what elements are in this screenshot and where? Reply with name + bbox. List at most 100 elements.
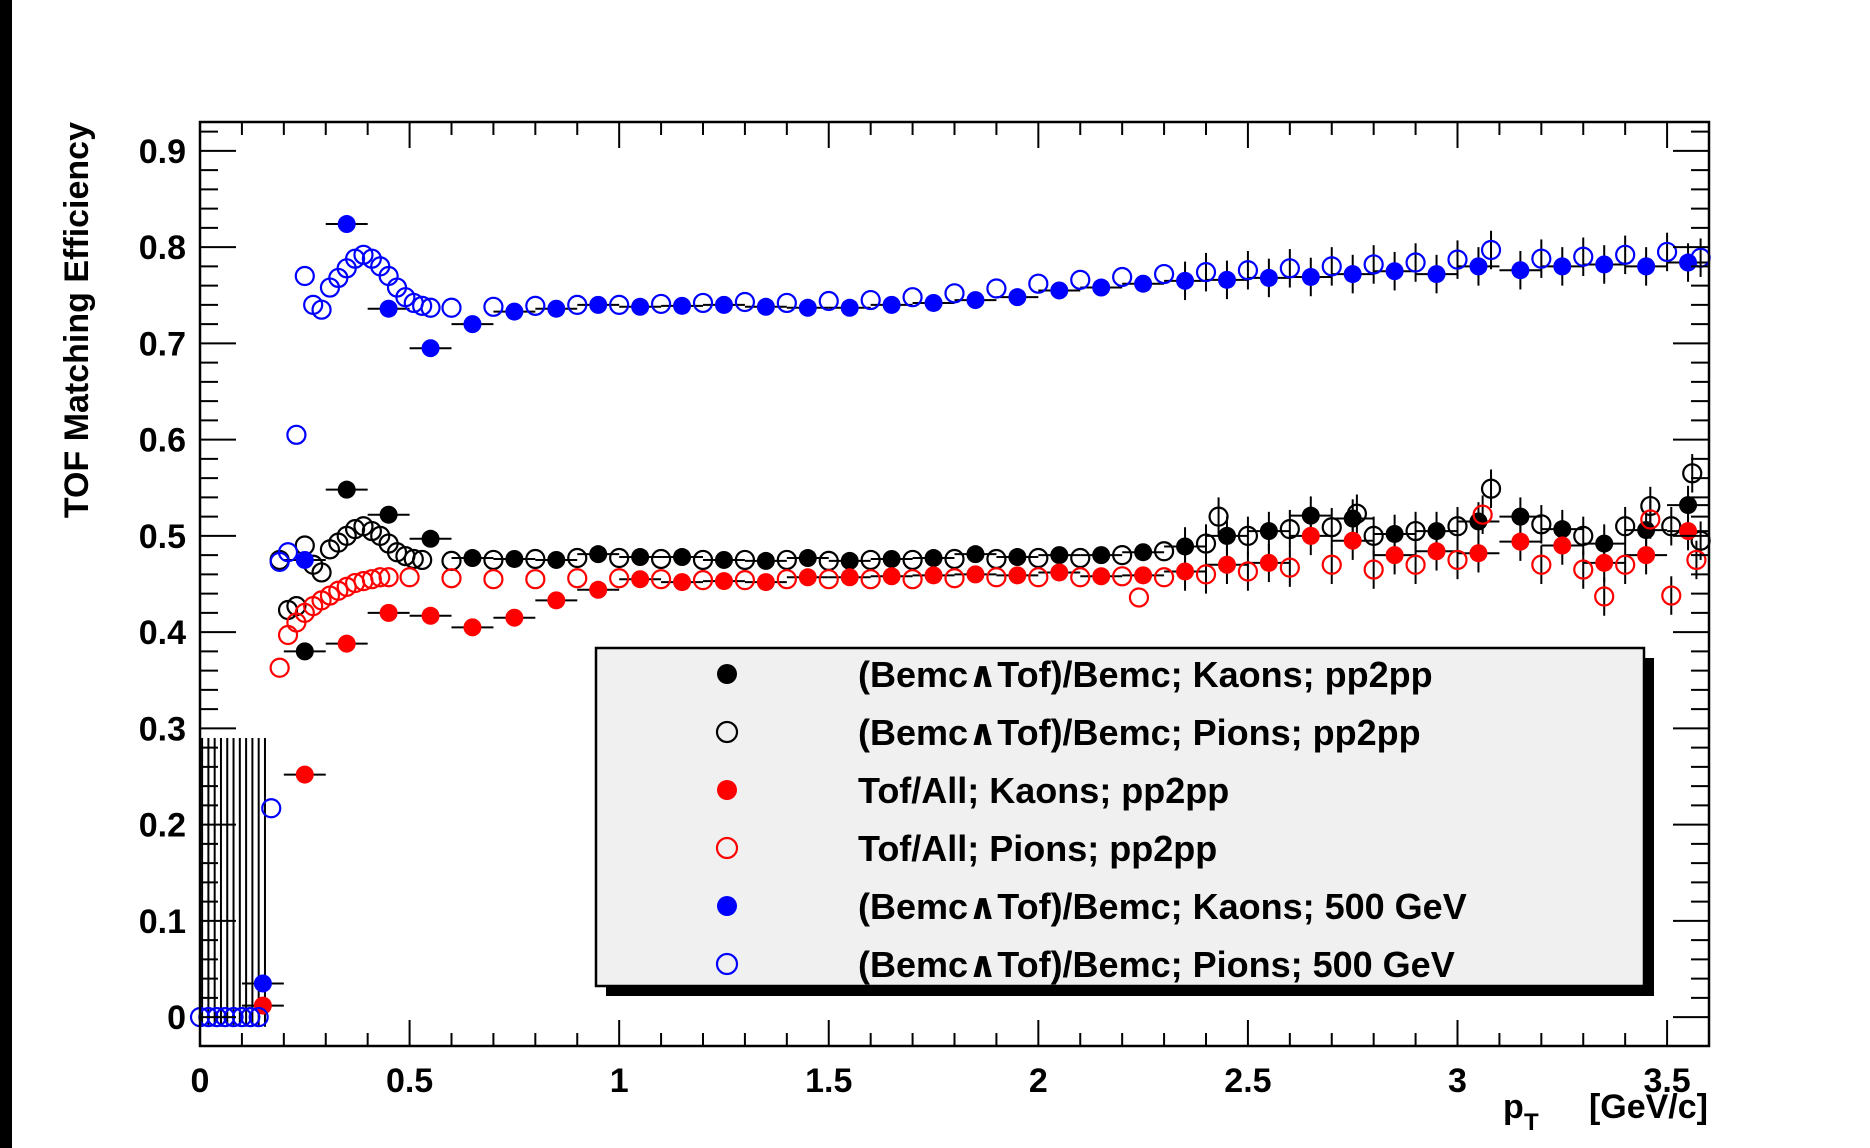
data-point-series-5 — [1447, 249, 1468, 270]
legend-marker — [715, 952, 739, 976]
data-point-series-2 — [1595, 553, 1614, 572]
data-point-series-3 — [1363, 559, 1384, 580]
data-point-series-4 — [631, 297, 650, 316]
data-point-series-5 — [1480, 239, 1502, 261]
data-point-series-2 — [1259, 553, 1278, 572]
data-point-series-4 — [1343, 265, 1362, 284]
data-point-series-3 — [1321, 554, 1342, 575]
data-point-series-4 — [798, 298, 817, 317]
data-point-series-3 — [1573, 559, 1594, 580]
data-point-series-3 — [1640, 509, 1661, 530]
data-point-series-3 — [1661, 585, 1682, 606]
legend: (Bemc∧Tof)/Bemc; Kaons; pp2pp (Bemc∧Tof)/… — [594, 646, 1654, 996]
data-point-series-3 — [269, 657, 290, 678]
data-point-series-2 — [673, 573, 692, 592]
data-point-series-2 — [966, 565, 985, 584]
data-point-series-3 — [860, 569, 881, 590]
data-point-series-1 — [1405, 520, 1426, 542]
data-point-series-1 — [525, 548, 546, 570]
x-axis-title-unit: [GeV/c] — [1589, 1088, 1708, 1126]
data-point-series-2 — [1679, 522, 1698, 541]
x-axis-title-p: p — [1503, 1088, 1524, 1126]
data-point-series-0 — [1176, 537, 1195, 556]
data-point-series-4 — [1385, 262, 1404, 281]
data-point-series-5 — [1615, 244, 1636, 265]
data-point-series-3 — [1531, 554, 1552, 575]
data-point-series-0 — [1427, 522, 1446, 541]
data-point-series-5 — [986, 278, 1007, 299]
data-point-series-3 — [1237, 561, 1259, 582]
data-point-series-5 — [483, 296, 504, 317]
data-point-series-1 — [1640, 495, 1661, 517]
data-point-series-1 — [1531, 514, 1552, 535]
data-point-series-2 — [253, 996, 272, 1015]
data-point-series-0 — [673, 548, 692, 567]
data-point-series-2 — [1134, 566, 1153, 585]
data-point-series-2 — [1469, 544, 1488, 563]
data-point-series-1 — [441, 550, 462, 572]
data-point-series-5 — [294, 265, 315, 287]
data-point-series-1 — [1279, 519, 1300, 540]
data-point-series-2 — [1343, 531, 1362, 550]
x-tick-label: 3 — [1448, 1062, 1467, 1100]
data-point-series-0 — [1050, 546, 1069, 565]
data-point-series-1 — [1195, 533, 1217, 554]
data-point-series-1 — [1153, 541, 1175, 562]
data-point-series-1 — [1028, 547, 1049, 569]
data-point-series-5 — [1405, 252, 1426, 273]
data-point-series-2 — [1050, 563, 1069, 582]
data-point-series-4 — [1217, 270, 1236, 289]
data-point-series-2 — [1553, 536, 1572, 555]
data-point-series-3 — [734, 570, 756, 591]
x-tick-label: 3.5 — [1643, 1062, 1690, 1100]
data-point-series-2 — [589, 580, 608, 599]
data-point-series-2 — [505, 608, 524, 627]
legend-marker — [715, 836, 739, 860]
y-tick-label: 0.6 — [139, 422, 186, 460]
data-point-series-5 — [286, 424, 307, 445]
data-point-series-2 — [924, 566, 943, 585]
y-tick-label: 0.4 — [139, 614, 186, 652]
data-point-series-0 — [1134, 543, 1153, 562]
data-point-series-1 — [1682, 463, 1703, 484]
data-point-series-4 — [463, 315, 482, 334]
data-point-series-3 — [692, 570, 714, 591]
y-tick-label: 0.7 — [139, 325, 186, 363]
data-point-series-4 — [1595, 255, 1614, 274]
data-point-series-1 — [403, 548, 424, 570]
data-point-series-3 — [483, 569, 504, 590]
data-point-series-5 — [311, 299, 332, 320]
data-point-series-1 — [1070, 547, 1091, 569]
x-tick-label: 0 — [191, 1062, 210, 1100]
data-point-series-3 — [378, 567, 399, 588]
data-point-series-2 — [295, 765, 314, 784]
y-axis-title: TOF Matching Efficiency — [58, 122, 96, 518]
legend-label: (Bemc∧Tof)/Bemc; Pions; 500 GeV — [858, 944, 1455, 985]
data-point-series-1 — [567, 547, 588, 569]
data-point-series-4 — [673, 296, 692, 315]
axis-ticks — [199, 122, 1710, 1046]
data-point-series-2 — [1511, 532, 1530, 551]
data-point-series-2 — [882, 567, 901, 586]
data-point-series-5 — [1363, 254, 1384, 275]
x-tick-label: 1.5 — [805, 1062, 852, 1100]
y-tick-label: 0 — [167, 999, 186, 1037]
data-point-series-0 — [463, 549, 482, 568]
data-point-series-0 — [1595, 534, 1614, 553]
data-point-series-0 — [505, 549, 524, 568]
data-point-series-5 — [818, 290, 839, 312]
data-point-series-4 — [714, 295, 733, 314]
y-tick-label: 0.2 — [139, 807, 186, 845]
data-point-series-3 — [1686, 549, 1707, 571]
data-point-series-5 — [1153, 263, 1175, 285]
data-point-series-3 — [1447, 549, 1468, 571]
data-point-series-3 — [818, 569, 839, 590]
legend-marker — [717, 780, 737, 800]
data-point-series-4 — [1301, 267, 1320, 286]
data-point-series-4 — [1469, 257, 1488, 276]
data-point-series-4 — [924, 293, 943, 312]
data-point-series-2 — [1385, 546, 1404, 565]
data-point-series-4 — [421, 339, 440, 358]
data-point-series-1 — [412, 549, 433, 571]
